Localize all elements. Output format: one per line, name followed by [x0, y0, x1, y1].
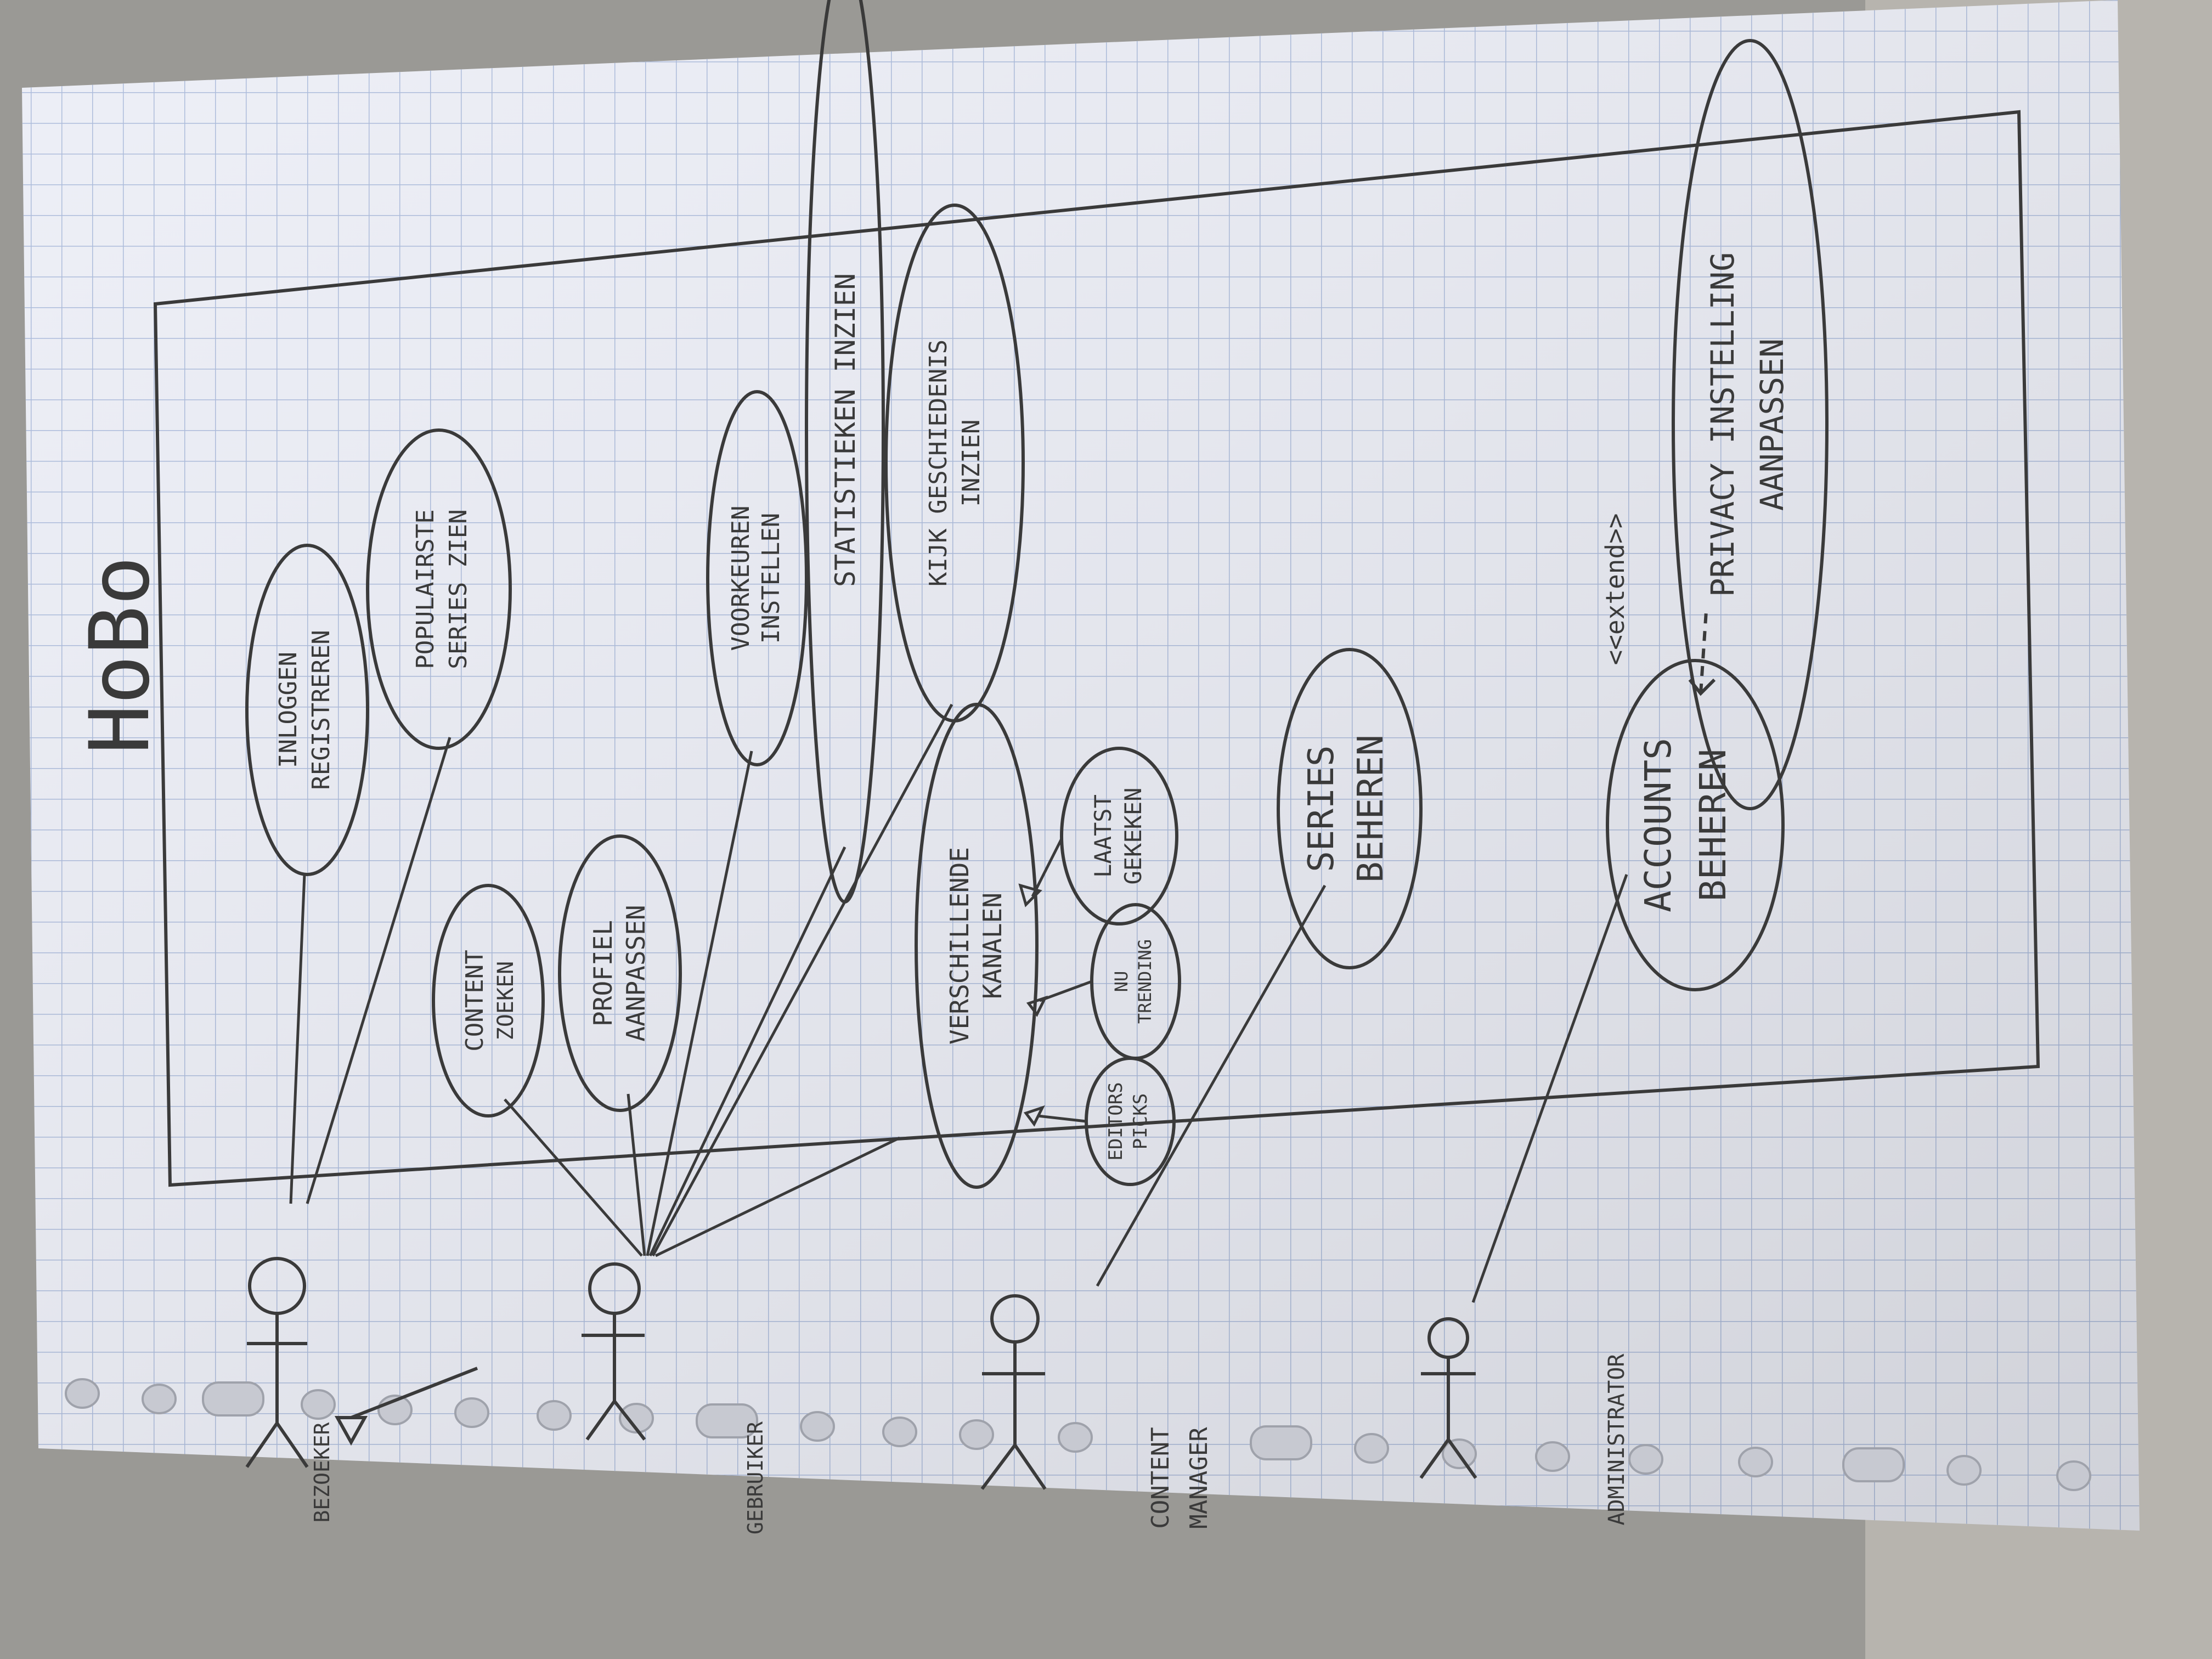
use-case-laatst-gekeken: LAATST GEKEKEN — [1060, 747, 1178, 926]
binder-holes — [65, 1378, 2091, 1491]
system-boundary — [153, 110, 2040, 1187]
use-case-privacy-line1: PRIVACY INSTELLING — [1704, 252, 1741, 597]
diagram-title: HoBo — [72, 556, 168, 754]
use-case-content-zoeken-line2: ZOEKEN — [493, 961, 518, 1041]
use-case-accounts-beheren-line2: BEHEREN — [1692, 749, 1734, 901]
association-lines — [289, 703, 1628, 1303]
use-case-voorkeuren-line1: VOORKEUREN — [727, 506, 755, 651]
actor-bezoeker: BEZOEKER — [245, 1257, 478, 1523]
use-case-profiel-line1: PROFIEL — [588, 920, 618, 1026]
use-case-series-beheren: SERIES BEHEREN — [1277, 648, 1423, 969]
use-case-privacy: PRIVACY INSTELLING AANPASSEN — [1672, 39, 1829, 810]
use-case-laatst-gekeken-line2: GEKEKEN — [1120, 787, 1147, 884]
use-case-voorkeuren-line2: INSTELLEN — [757, 513, 785, 644]
use-case-populairste-line1: POPULAIRSTE — [411, 509, 439, 669]
use-case-kijkgeschiedenis-line1: KIJK GESCHIEDENIS — [924, 340, 952, 586]
notebook-page — [22, 0, 2140, 1531]
use-case-voorkeuren: VOORKEUREN INSTELLEN — [706, 390, 808, 766]
actor-bezoeker-label: BEZOEKER — [310, 1422, 334, 1522]
use-case-kanalen-line1: VERSCHILLENDE — [945, 847, 974, 1045]
use-case-kijkgeschiedenis-line2: INZIEN — [957, 420, 985, 507]
actor-administrator-label: ADMINISTRATOR — [1604, 1353, 1629, 1526]
use-case-content-zoeken-line1: CONTENT — [461, 950, 489, 1051]
use-case-accounts-beheren: ACCOUNTS BEHEREN — [1606, 659, 1785, 991]
use-case-editors-picks-line1: EDITORS — [1105, 1082, 1127, 1160]
actor-content-manager-label-1: CONTENT — [1147, 1427, 1175, 1528]
use-case-editors-picks: EDITORS PICKS — [1085, 1057, 1176, 1186]
use-case-nu-trending-line1: NU — [1111, 971, 1132, 992]
actor-gebruiker: GEBRUIKER — [582, 1262, 768, 1534]
use-case-statistieken-line1: STATISTIEKEN INZIEN — [830, 273, 861, 587]
use-case-accounts-beheren-line1: ACCOUNTS — [1637, 738, 1679, 912]
extend-relation: <<extend>> — [1600, 514, 1716, 696]
actor-content-manager: CONTENT MANAGER — [980, 1294, 1213, 1529]
use-case-profiel: PROFIEL AANPASSEN — [558, 834, 682, 1112]
use-case-nu-trending-line2: TRENDING — [1135, 939, 1155, 1024]
diagram-drawing: HoBo INLOGGEN REGISTREREN POPULAIRSTE SE… — [72, 0, 2040, 1534]
generalization-arrows — [1018, 838, 1092, 1127]
use-case-populairste-line2: SERIES ZIEN — [444, 509, 472, 669]
use-case-editors-picks-line2: PICKS — [1130, 1093, 1152, 1149]
use-case-series-beheren-line1: SERIES — [1301, 745, 1342, 872]
use-case-series-beheren-line2: BEHEREN — [1351, 735, 1391, 883]
use-case-inloggen-line1: INLOGGEN — [274, 652, 302, 768]
use-case-content-zoeken: CONTENT ZOEKEN — [432, 884, 545, 1118]
actor-administrator: ADMINISTRATOR — [1419, 1317, 1629, 1526]
use-case-profiel-line2: AANPASSEN — [621, 905, 651, 1041]
use-case-populairste: POPULAIRSTE SERIES ZIEN — [366, 428, 512, 750]
use-case-privacy-line2: AANPASSEN — [1753, 338, 1791, 511]
use-case-inloggen: INLOGGEN REGISTREREN — [245, 544, 369, 876]
extend-label: <<extend>> — [1600, 514, 1630, 665]
use-case-inloggen-line2: REGISTREREN — [307, 630, 335, 789]
actor-gebruiker-label: GEBRUIKER — [743, 1421, 768, 1534]
actor-content-manager-label-2: MANAGER — [1185, 1427, 1213, 1529]
use-case-laatst-gekeken-line1: LAATST — [1090, 794, 1116, 878]
use-case-kanalen: VERSCHILLENDE KANALEN — [915, 703, 1039, 1189]
use-case-kanalen-line2: KANALEN — [978, 893, 1007, 999]
